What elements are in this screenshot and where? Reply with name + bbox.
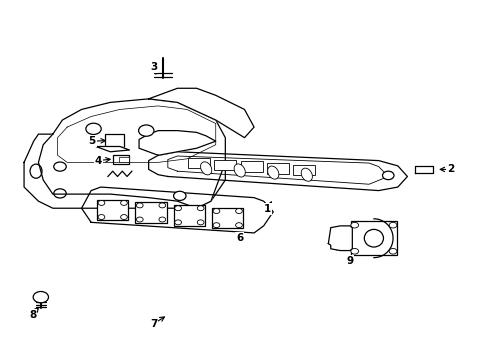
Circle shape — [136, 217, 143, 222]
Ellipse shape — [234, 164, 245, 177]
Bar — [135, 202, 166, 223]
Text: 2: 2 — [446, 165, 453, 174]
Polygon shape — [139, 131, 215, 155]
Text: 3: 3 — [149, 62, 157, 72]
Polygon shape — [24, 134, 225, 208]
Circle shape — [159, 217, 165, 222]
Text: 8: 8 — [29, 310, 36, 320]
Circle shape — [213, 208, 220, 213]
Polygon shape — [148, 88, 254, 138]
Ellipse shape — [30, 164, 42, 178]
Bar — [97, 200, 128, 220]
Text: 4: 4 — [95, 156, 102, 166]
Bar — [187, 158, 209, 168]
Text: 5: 5 — [88, 136, 96, 146]
Circle shape — [33, 292, 48, 303]
Circle shape — [86, 123, 101, 135]
Bar — [350, 221, 396, 255]
Circle shape — [138, 125, 154, 136]
Bar — [113, 155, 128, 164]
Bar — [119, 157, 128, 162]
Circle shape — [136, 203, 143, 208]
Polygon shape — [96, 147, 129, 152]
Circle shape — [159, 203, 165, 208]
Circle shape — [174, 220, 181, 225]
Circle shape — [197, 220, 203, 225]
Ellipse shape — [301, 168, 312, 181]
Circle shape — [235, 223, 242, 228]
Bar — [173, 205, 204, 225]
Circle shape — [121, 215, 127, 220]
Circle shape — [54, 189, 66, 198]
Polygon shape — [39, 99, 225, 208]
Circle shape — [121, 201, 127, 206]
Ellipse shape — [200, 162, 211, 175]
Circle shape — [173, 191, 185, 201]
Ellipse shape — [364, 229, 383, 247]
Polygon shape — [328, 226, 351, 251]
Text: 7: 7 — [149, 319, 157, 329]
Bar — [240, 161, 262, 172]
Bar — [293, 165, 315, 175]
Circle shape — [174, 206, 181, 211]
Circle shape — [197, 206, 203, 211]
Circle shape — [382, 171, 393, 180]
Ellipse shape — [267, 166, 278, 179]
Circle shape — [98, 215, 104, 220]
Polygon shape — [148, 152, 407, 190]
Text: 9: 9 — [346, 256, 353, 266]
Circle shape — [213, 223, 220, 228]
Bar — [212, 208, 243, 228]
Circle shape — [388, 222, 396, 228]
Bar — [214, 159, 236, 170]
Circle shape — [54, 162, 66, 171]
Circle shape — [350, 248, 358, 254]
Circle shape — [388, 248, 396, 254]
Circle shape — [350, 222, 358, 228]
Text: 6: 6 — [236, 233, 243, 243]
Circle shape — [98, 201, 104, 206]
Bar — [104, 134, 123, 147]
Text: 1: 1 — [264, 204, 270, 214]
Polygon shape — [81, 187, 273, 233]
Circle shape — [235, 208, 242, 213]
Polygon shape — [414, 166, 432, 172]
Bar — [266, 163, 288, 174]
